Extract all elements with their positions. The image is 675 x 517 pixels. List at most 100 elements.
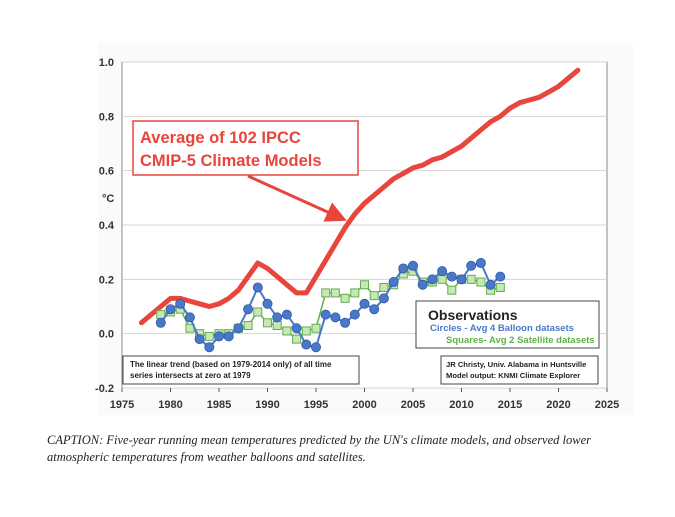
y-tick-label-2: 0.2 — [99, 274, 114, 286]
x-tick-label-10: 2025 — [595, 399, 619, 411]
satellite-point-23 — [379, 282, 389, 292]
y-tick-label-3: 0.4 — [99, 220, 115, 232]
x-tick-label-5: 2000 — [352, 399, 376, 411]
x-tick-label-8: 2015 — [498, 399, 522, 411]
chart: -0.20.00.20.40.60.81.0 1975 1980 1985 1990 1… — [95, 57, 620, 411]
balloon-point-13 — [281, 309, 292, 320]
balloon-point-15 — [301, 339, 312, 350]
credit: JR Christy, Univ. Alabama in Huntsville … — [440, 355, 599, 385]
balloon-point-5 — [204, 342, 215, 353]
series-models — [138, 67, 581, 326]
balloon-point-30 — [446, 271, 457, 282]
y-axis-label: °C — [102, 193, 114, 205]
y-tick-label-6: 1.0 — [99, 57, 114, 69]
satellite-point-21 — [360, 280, 369, 290]
legend-title: Observations — [428, 307, 518, 323]
balloon-point-25 — [398, 263, 409, 274]
credit-box — [440, 355, 599, 385]
satellite-point-33 — [476, 277, 486, 287]
balloon-point-1 — [165, 304, 176, 315]
balloon-point-35 — [495, 271, 506, 282]
balloon-point-33 — [475, 258, 486, 269]
balloon-point-9 — [243, 304, 254, 315]
balloon-point-3 — [184, 312, 195, 323]
satellite-point-11 — [263, 318, 272, 328]
satellite-point-32 — [466, 274, 476, 284]
satellite-point-29 — [437, 274, 447, 284]
balloon-point-31 — [456, 274, 467, 285]
y-tick-label-1: 0.0 — [99, 329, 114, 341]
model-line — [138, 67, 581, 326]
legend-circles: Circles - Avg 4 Balloon datasets — [430, 323, 574, 334]
satellite-point-16 — [311, 323, 321, 333]
balloon-point-26 — [407, 260, 418, 271]
y-tick-label-0: -0.2 — [95, 383, 114, 395]
satellite-point-20 — [350, 288, 360, 298]
satellite-point-35 — [495, 282, 505, 292]
balloon-point-7 — [223, 331, 234, 342]
balloon-point-8 — [233, 323, 244, 334]
balloon-point-34 — [485, 279, 496, 290]
satellite-point-18 — [330, 288, 340, 298]
y-axis-ticks: -0.2 0.0 0.2 0.4 0.6 0.8 1.0 — [95, 57, 115, 395]
y-tick-label-5: 0.8 — [99, 111, 114, 123]
balloon-point-18 — [330, 312, 341, 323]
legend: Observations Circles - Avg 4 Balloon dat… — [415, 300, 600, 349]
model-annotation: Average of 102 IPCC CMIP-5 Climate Model… — [132, 120, 359, 222]
x-tick-label-1: 1980 — [158, 399, 182, 411]
balloon-point-6 — [213, 331, 224, 342]
x-tick-label-2: 1985 — [207, 399, 231, 411]
annotation-box — [132, 120, 359, 176]
trend-note-line-1: The linear trend (based on 1979-2014 onl… — [130, 360, 332, 369]
x-tick-label-7: 2010 — [449, 399, 473, 411]
balloon-point-23 — [378, 293, 389, 304]
balloon-point-21 — [359, 298, 370, 309]
balloon-point-19 — [340, 317, 351, 328]
satellite-point-17 — [321, 288, 331, 298]
balloon-point-10 — [252, 282, 263, 293]
balloon-point-24 — [388, 277, 399, 288]
balloon-point-11 — [262, 298, 273, 309]
credit-line-2: Model output: KNMI Climate Explorer — [446, 371, 580, 380]
satellite-point-12 — [272, 321, 282, 331]
balloon-point-17 — [320, 309, 331, 320]
balloon-point-20 — [349, 309, 360, 320]
balloon-point-29 — [437, 266, 448, 277]
legend-box — [415, 300, 600, 349]
satellite-point-22 — [369, 291, 379, 301]
satellite-point-19 — [340, 293, 350, 303]
balloon-point-32 — [466, 260, 477, 271]
annotation-line-2: CMIP-5 Climate Models — [140, 152, 322, 170]
balloon-point-28 — [427, 274, 438, 285]
satellite-point-30 — [447, 285, 457, 295]
balloon-point-0 — [155, 317, 166, 328]
x-tick-label-6: 2005 — [401, 399, 425, 411]
figure-caption: CAPTION: Five-year running mean temperat… — [47, 433, 592, 464]
x-tick-label-4: 1995 — [304, 399, 328, 411]
satellite-point-5 — [204, 331, 214, 341]
trend-note-line-2: series intersects at zero at 1979 — [130, 371, 251, 380]
satellite-point-14 — [292, 334, 302, 344]
balloon-point-16 — [310, 342, 321, 353]
satellite-point-15 — [301, 326, 311, 336]
credit-line-1: JR Christy, Univ. Alabama in Huntsville — [446, 360, 586, 369]
balloon-point-27 — [417, 279, 428, 290]
x-tick-label-9: 2020 — [546, 399, 570, 411]
satellite-point-10 — [253, 307, 263, 317]
series-balloon — [155, 258, 506, 353]
balloon-point-14 — [291, 323, 302, 334]
balloon-point-2 — [175, 298, 186, 309]
x-axis-ticks: 1975 1980 1985 1990 1995 2000 2005 2010 2015 2020… — [110, 388, 619, 411]
y-tick-label-4: 0.6 — [99, 166, 114, 178]
x-tick-label-0: 1975 — [110, 399, 134, 411]
annotation-line-1: Average of 102 IPCC — [140, 129, 301, 147]
trend-note-box — [122, 355, 360, 385]
satellite-point-9 — [243, 321, 253, 331]
trend-note: The linear trend (based on 1979-2014 onl… — [122, 355, 360, 385]
x-tick-label-3: 1990 — [255, 399, 279, 411]
legend-squares: Squares- Avg 2 Satellite datasets — [446, 335, 595, 346]
annotation-arrow — [247, 174, 347, 222]
balloon-point-4 — [194, 334, 205, 345]
balloon-point-22 — [369, 304, 380, 315]
balloon-point-12 — [272, 312, 283, 323]
